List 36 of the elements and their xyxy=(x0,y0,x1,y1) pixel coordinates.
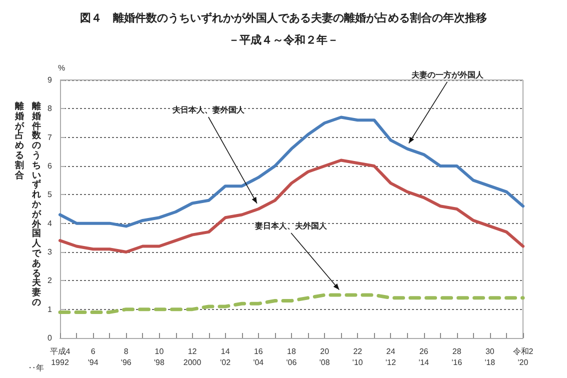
y-tick-label: 5 xyxy=(48,190,53,200)
x-tick-label: 令和2 '20 xyxy=(512,347,534,367)
x-tick-label: 18 '06 xyxy=(286,347,298,367)
y-tick-label: 7 xyxy=(48,132,53,142)
x-tick-label: 12 2000 xyxy=(183,347,202,367)
x-tick-label: 6 '94 xyxy=(88,347,99,367)
y-tick-label: 8 xyxy=(48,104,53,114)
x-tick-label: 16 '04 xyxy=(253,347,264,367)
x-tick-label: 24 '12 xyxy=(385,347,396,367)
line-series xyxy=(58,158,524,254)
x-tick-label: 26 '14 xyxy=(418,347,430,367)
text: 夫妻の一方が外国人 xyxy=(410,69,484,80)
y-tick-label: 4 xyxy=(48,218,53,228)
chart-title: 図４ 離婚件数のうちいずれかが外国人である夫妻の離婚が占める割合の年次推移 xyxy=(80,12,487,24)
x-tick-label: 20 '08 xyxy=(319,347,330,367)
x-tick-label: 28 '16 xyxy=(452,347,463,367)
text: 夫日本人、妻外国人 xyxy=(171,106,246,114)
x-tick-label: 14 '02 xyxy=(220,347,232,367)
chart-subtitle: －平成４～令和２年－ xyxy=(228,34,338,46)
text: 離婚件数のうちいずれかが外国人である夫妻の離婚が占める割合 xyxy=(15,102,41,308)
text: 妻日本人、夫外国人 xyxy=(254,222,328,230)
x-tick-label: 30 '18 xyxy=(484,347,496,367)
y-tick-label: 6 xyxy=(48,162,53,170)
y-tick-label: 2 xyxy=(48,276,53,286)
y-tick-label: 1 xyxy=(48,304,53,314)
x-tick-label: 22 '10 xyxy=(352,347,364,367)
y-tick-label: 0 xyxy=(48,334,53,342)
line-series xyxy=(58,293,525,314)
text: % xyxy=(58,64,66,72)
y-tick-label: 9 xyxy=(48,76,53,84)
x-tick-label: 8 '96 xyxy=(120,347,132,367)
x-tick-label: 10 '98 xyxy=(154,347,165,367)
x-axis-title: ‥年 xyxy=(28,364,44,372)
y-tick-label: 3 xyxy=(48,248,53,256)
line-series xyxy=(58,116,524,228)
x-tick-label: 平成4 1992 xyxy=(50,347,71,367)
